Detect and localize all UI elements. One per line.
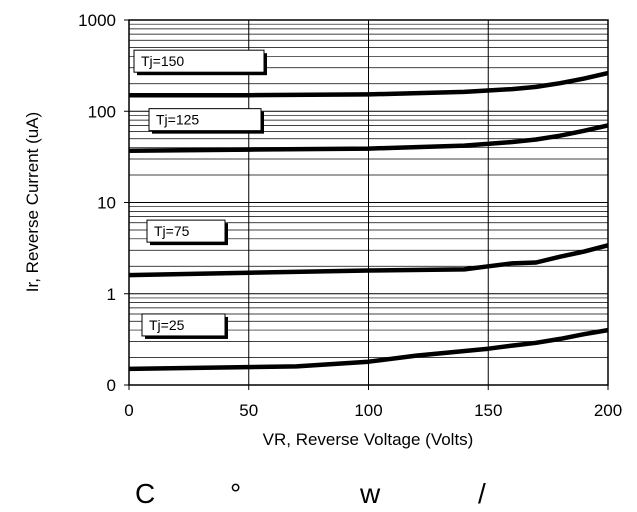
y-tick-label: 1 (107, 285, 116, 304)
caption-char-2: ° (230, 478, 242, 509)
x-tick-label: 150 (474, 401, 502, 420)
y-axis-title: Ir, Reverse Current (uA) (23, 112, 42, 292)
series-label-box-tj-75 (146, 219, 226, 243)
caption-char-1: C (135, 478, 156, 509)
chart: Tj=150 Tj=125 Tj=75 Tj=25 0 50 100 150 200 0 1 10 1… (23, 11, 622, 449)
series-label-tj-25: Tj=25 (149, 317, 185, 333)
y-tick-label: 1000 (78, 11, 116, 30)
y-tick-label: 0 (107, 376, 116, 395)
series-label-box-tj-150 (133, 49, 265, 73)
series-label-box-tj-25 (141, 313, 226, 337)
x-tick-label: 0 (124, 401, 133, 420)
x-tick-label: 200 (594, 401, 622, 420)
caption-char-4: / (478, 478, 486, 509)
caption-char-3: w (360, 478, 381, 509)
series-line-tj-150 (129, 70, 609, 98)
x-tick-label: 100 (354, 401, 382, 420)
x-axis-title: VR, Reverse Voltage (Volts) (263, 430, 474, 449)
series-label-tj-125: Tj=125 (156, 112, 199, 128)
series-lines (128, 70, 609, 372)
series-line-tj-125 (128, 123, 609, 153)
series-label-box-tj-125 (148, 108, 262, 132)
series-line-tj-75 (128, 243, 609, 278)
series-label-tj-150: Tj=150 (141, 53, 184, 69)
series-label-tj-75: Tj=75 (154, 223, 190, 239)
y-tick-label: 10 (97, 194, 116, 213)
series-labels: Tj=150 Tj=125 Tj=75 Tj=25 (133, 49, 267, 339)
y-tick-label: 100 (88, 102, 116, 121)
ticks: 0 50 100 150 200 0 1 10 100 1000 (78, 11, 622, 420)
x-tick-label: 50 (239, 401, 258, 420)
series-line-tj-25 (128, 327, 609, 372)
